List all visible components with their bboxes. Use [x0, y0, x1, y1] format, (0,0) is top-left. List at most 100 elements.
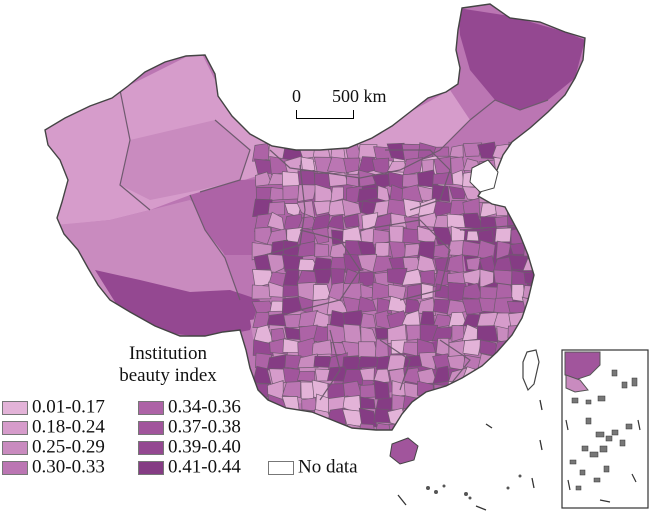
prefecture-region	[477, 353, 499, 372]
prefecture-region	[330, 186, 344, 203]
prefecture-region	[493, 269, 513, 286]
prefecture-region	[252, 143, 272, 162]
prefecture-region	[313, 268, 334, 284]
prefecture-region	[526, 169, 544, 191]
region-heilongjiang	[458, 8, 585, 110]
prefecture-region	[417, 241, 436, 260]
region-tibet-south	[95, 270, 260, 338]
prefecture-region	[285, 408, 302, 427]
prefecture-region	[435, 425, 451, 430]
prefecture-region	[461, 298, 485, 316]
prefecture-region	[477, 229, 495, 244]
prefecture-region	[477, 380, 495, 400]
prefecture-region	[509, 198, 528, 214]
prefecture-region	[313, 355, 332, 368]
legend-item: 0.25-0.29	[2, 436, 105, 458]
prefecture-region	[495, 283, 514, 300]
prefecture-region	[372, 436, 394, 452]
prefecture-region	[251, 407, 272, 429]
prefecture-region	[374, 242, 390, 258]
prefecture-region	[312, 421, 333, 430]
prefecture-region	[477, 396, 498, 413]
prefecture-region	[507, 185, 528, 201]
legend-item: 0.01-0.17	[2, 398, 105, 417]
nine-dash-line	[397, 399, 543, 511]
prefecture-region	[251, 284, 273, 300]
prefecture-region	[358, 169, 376, 188]
legend-swatch	[2, 460, 28, 475]
legend-label: 0.30-0.33	[32, 456, 105, 478]
prefecture-region	[357, 423, 377, 430]
prefecture-region	[416, 397, 438, 412]
legend-item: 0.39-0.40	[138, 436, 241, 458]
prefecture-region	[477, 438, 497, 454]
prefecture-region	[342, 423, 363, 430]
legend-label: 0.25-0.29	[32, 436, 105, 458]
prefecture-region	[327, 156, 349, 174]
scale-zero-label: 0	[292, 86, 301, 106]
legend-item: 0.30-0.33	[2, 456, 105, 478]
scale-bar: 0 500 km	[292, 86, 387, 122]
prefecture-region	[434, 396, 453, 415]
legend-title-line2: beauty index	[119, 365, 217, 386]
prefecture-region	[418, 351, 436, 371]
prefecture-region	[510, 338, 527, 357]
prefecture-region	[311, 213, 331, 230]
prefecture-region	[314, 172, 333, 189]
legend-label: 0.18-0.24	[32, 416, 105, 438]
prefecture-region	[508, 423, 528, 430]
prefecture-region	[268, 281, 287, 298]
prefecture-region	[433, 156, 451, 176]
prefecture-region	[509, 242, 526, 255]
prefecture-region	[522, 144, 544, 163]
prefecture-region	[282, 437, 301, 453]
prefecture-region	[435, 437, 453, 455]
prefecture-region	[418, 422, 438, 430]
prefecture-region	[266, 253, 287, 275]
prefecture-region	[284, 354, 302, 370]
legend-swatch	[268, 460, 294, 475]
prefecture-region	[507, 397, 528, 412]
prefecture-region	[341, 198, 362, 217]
legend-label: 0.34-0.36	[168, 396, 241, 418]
prefecture-mosaic	[251, 141, 545, 455]
legend-label: 0.39-0.40	[168, 436, 241, 458]
prefecture-region	[507, 211, 529, 228]
prefecture-region	[372, 368, 391, 384]
prefecture-region	[479, 366, 499, 387]
prefecture-region	[507, 173, 526, 187]
prefecture-region	[506, 301, 527, 314]
legend-item-no-data: No data	[268, 456, 358, 478]
prefecture-region	[421, 283, 434, 300]
prefecture-region	[507, 380, 528, 400]
prefecture-region	[522, 398, 541, 412]
prefecture-region	[524, 187, 542, 204]
prefecture-region	[524, 438, 542, 454]
legend-swatch	[2, 440, 28, 455]
legend-title-line1: Institution	[128, 343, 208, 364]
legend-label: 0.37-0.38	[168, 416, 241, 438]
prefecture-region	[343, 441, 362, 453]
prefecture-region	[401, 412, 422, 426]
legend-label: No data	[298, 456, 358, 478]
prefecture-region	[525, 323, 543, 343]
prefecture-region	[449, 144, 464, 159]
prefecture-region	[252, 339, 274, 357]
legend-swatch	[2, 400, 28, 415]
prefecture-region	[357, 356, 378, 369]
prefecture-region	[494, 227, 512, 243]
prefecture-region	[522, 285, 543, 299]
legend-label: 0.41-0.44	[168, 456, 241, 478]
prefecture-region	[447, 394, 468, 413]
prefecture-region	[332, 438, 348, 452]
prefecture-region	[401, 268, 423, 286]
prefecture-region	[521, 310, 540, 326]
prefecture-region	[297, 353, 319, 369]
prefecture-region	[342, 323, 362, 344]
prefecture-region	[491, 380, 512, 397]
prefecture-region	[462, 380, 484, 399]
prefecture-region	[465, 256, 481, 271]
prefecture-region	[494, 410, 513, 429]
prefecture-region	[282, 185, 300, 201]
prefecture-region	[496, 187, 514, 200]
